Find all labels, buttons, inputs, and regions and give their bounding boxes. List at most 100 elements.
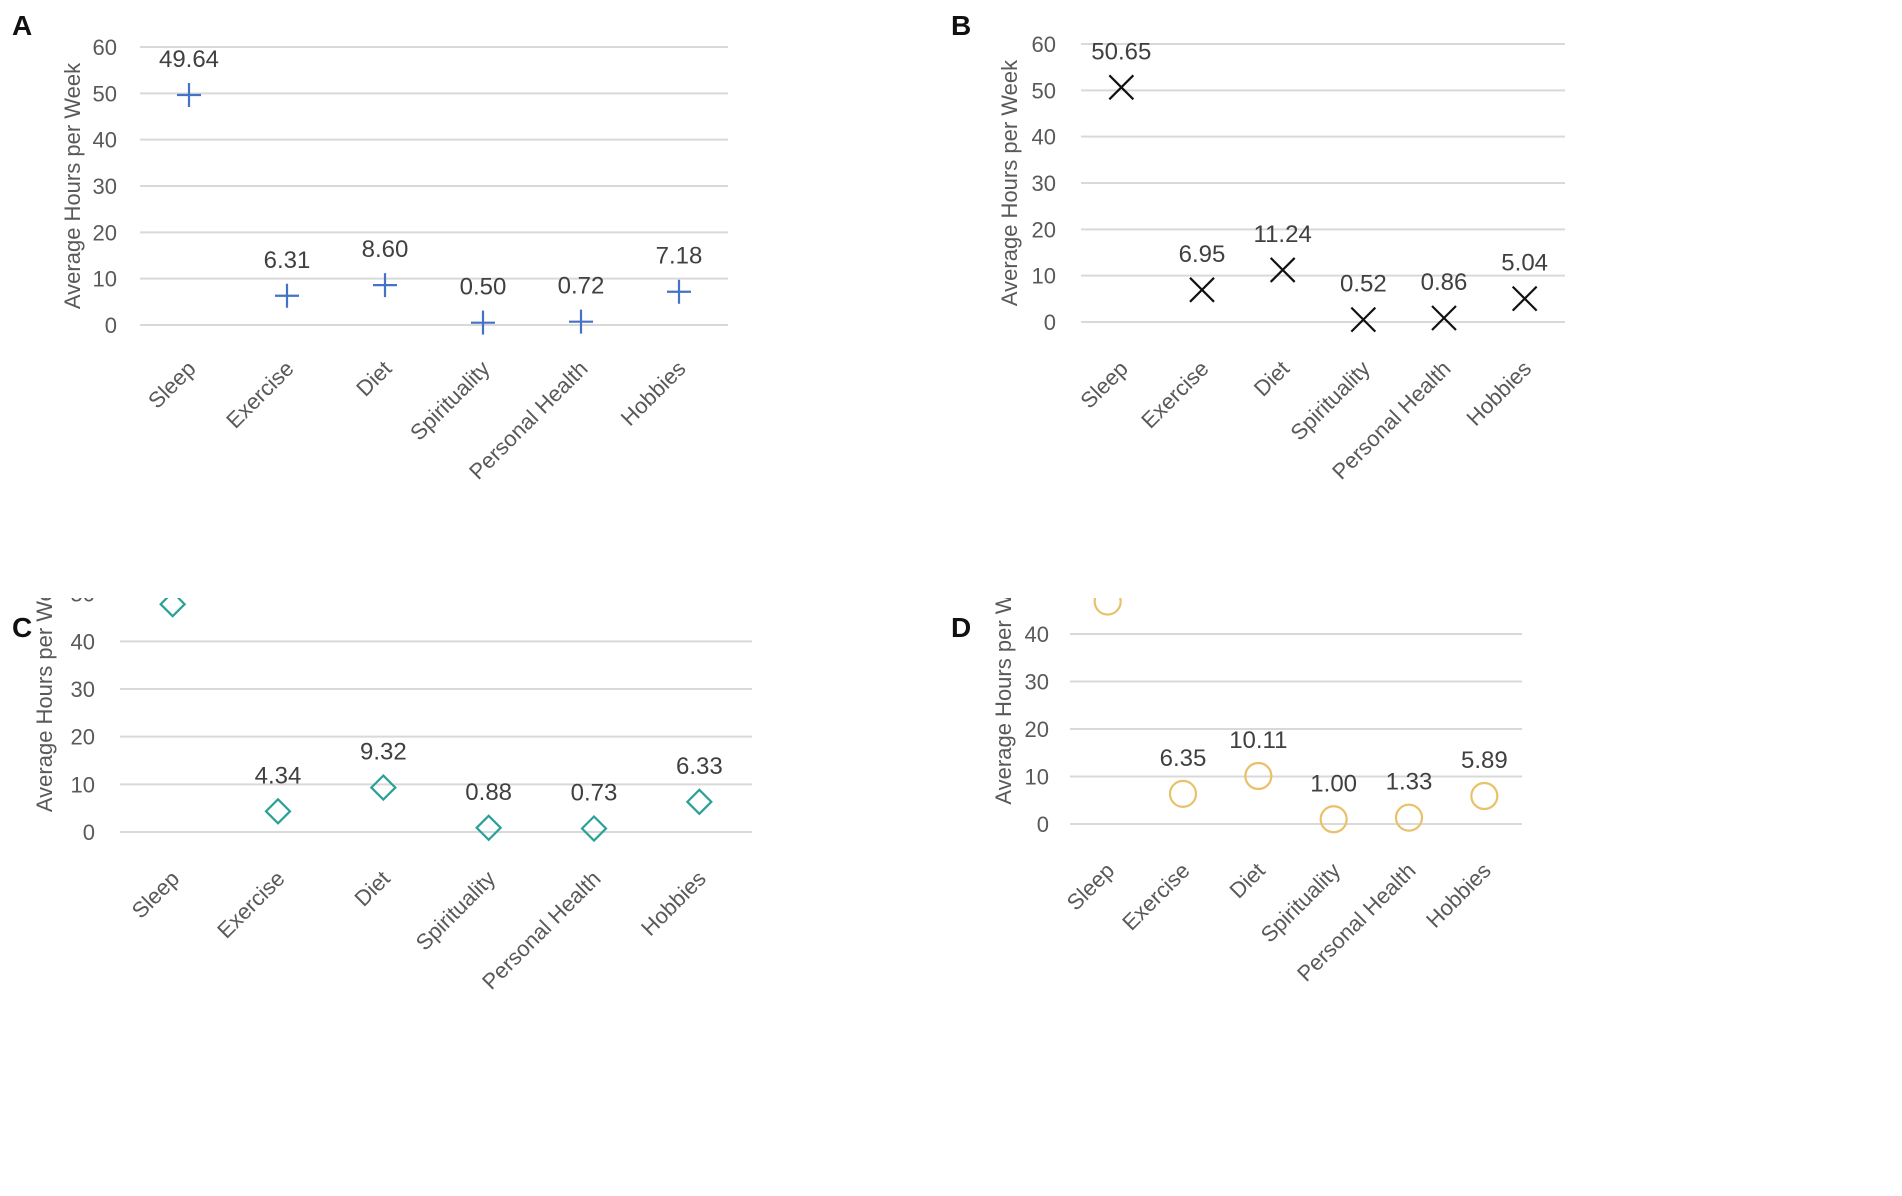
data-label: 5.04	[1501, 250, 1548, 277]
y-tick-label: 20	[1032, 217, 1056, 242]
data-point	[685, 788, 713, 816]
data-label: 0.52	[1340, 271, 1387, 298]
y-tick-label: 30	[1025, 670, 1049, 695]
y-axis-title: Average Hours per Week	[991, 598, 1016, 805]
data-point	[475, 814, 503, 842]
x-tick-label: Hobbies	[1421, 858, 1496, 933]
y-tick-label: 0	[1044, 310, 1056, 335]
panel-label: C	[12, 612, 33, 643]
data-point	[1189, 277, 1215, 303]
y-tick-label: 60	[93, 35, 117, 60]
y-tick-label: 0	[105, 313, 117, 338]
x-tick-label: Spirituality	[411, 866, 500, 955]
x-tick-label: Exercise	[212, 866, 289, 943]
data-label: 10.11	[1229, 727, 1287, 754]
data-label: 9.32	[360, 739, 407, 766]
y-tick-label: 60	[1032, 32, 1056, 57]
data-label: 0.86	[1421, 269, 1468, 296]
data-point	[580, 814, 608, 843]
data-point	[1319, 805, 1348, 834]
panel-label: D	[951, 612, 972, 643]
data-label: 6.95	[1179, 241, 1226, 268]
data-point	[369, 774, 397, 802]
y-tick-label: 30	[71, 677, 95, 702]
data-point	[373, 273, 397, 298]
data-point	[1093, 598, 1122, 616]
chart-panel-b: B 0 10 20 30 40 50 60 Average Hours per Week 50.…	[951, 0, 1902, 598]
x-tick-label: Diet	[351, 356, 396, 401]
data-point	[177, 83, 201, 108]
data-point	[1108, 74, 1135, 101]
data-point	[471, 310, 495, 335]
data-label: 5.89	[1461, 747, 1508, 774]
x-tick-label: Sleep	[1075, 356, 1132, 413]
x-tick-label: Sleep	[143, 356, 200, 413]
data-point	[159, 598, 187, 618]
y-tick-label: 40	[1025, 622, 1049, 647]
data-point	[275, 283, 299, 308]
data-label: 7.18	[656, 243, 703, 270]
y-tick-label: 20	[93, 220, 117, 245]
y-tick-label: 50	[1032, 78, 1056, 103]
x-tick-label: Hobbies	[1461, 356, 1536, 431]
data-point	[1350, 306, 1377, 333]
x-tick-label: Spirituality	[405, 356, 494, 445]
data-label: 6.31	[264, 247, 311, 274]
data-label: 0.72	[558, 273, 605, 300]
y-tick-label: 40	[1032, 125, 1056, 150]
y-axis-title: Average Hours per Week	[60, 62, 85, 309]
data-point	[1470, 781, 1499, 811]
y-tick-label: 20	[1025, 717, 1049, 742]
x-tick-label: Exercise	[1117, 858, 1194, 935]
data-point	[1511, 285, 1538, 312]
x-tick-label: Diet	[1249, 356, 1294, 401]
data-point	[1244, 761, 1273, 791]
y-tick-label: 0	[1037, 812, 1049, 837]
x-tick-label: Sleep	[127, 866, 184, 923]
data-label: 11.24	[1254, 221, 1312, 248]
data-point	[264, 797, 292, 825]
data-label: 6.35	[1160, 745, 1207, 772]
y-tick-label: 30	[93, 174, 117, 199]
x-tick-label: Exercise	[221, 356, 298, 433]
x-tick-label: Diet	[1225, 858, 1270, 903]
y-tick-label: 10	[1032, 264, 1056, 289]
y-tick-label: 50	[93, 81, 117, 106]
x-tick-label: Hobbies	[636, 866, 711, 941]
data-label: 50.65	[1091, 38, 1151, 65]
data-label: 1.33	[1386, 769, 1433, 796]
y-axis-title: Average Hours per Week	[32, 598, 57, 812]
panel-label: A	[12, 10, 33, 41]
y-tick-label: 30	[1032, 171, 1056, 196]
y-tick-label: 40	[71, 629, 95, 654]
chart-b: 0 10 20 30 40 50 60 Average Hours per Week 50.65…	[997, 32, 1565, 484]
panel-label: B	[951, 10, 972, 41]
data-label: 0.73	[571, 780, 618, 807]
y-tick-label: 50	[71, 598, 95, 607]
y-tick-label: 40	[93, 128, 117, 153]
data-label: 1.00	[1310, 770, 1357, 797]
data-point	[667, 279, 691, 304]
x-tick-label: Exercise	[1136, 356, 1213, 433]
y-axis-title: Average Hours per Week	[997, 59, 1022, 306]
y-tick-label: 20	[71, 725, 95, 750]
x-tick-label: Hobbies	[616, 356, 691, 431]
y-tick-label: 0	[83, 820, 95, 845]
data-label: 49.64	[159, 46, 219, 73]
chart-panel-a: A 0 10 20 30 40 50 60 Average Hours per Week 49.…	[0, 0, 951, 598]
data-label: 4.34	[255, 762, 302, 789]
data-label: 8.60	[362, 236, 409, 263]
data-label: 0.88	[465, 779, 512, 806]
chart-a: 0 10 20 30 40 50 60 Average Hours per Week 49.64…	[60, 35, 728, 484]
data-point	[1394, 803, 1424, 832]
y-tick-label: 10	[93, 267, 117, 292]
x-tick-label: Diet	[350, 866, 395, 911]
data-point	[1168, 779, 1198, 808]
y-tick-label: 10	[71, 772, 95, 797]
data-point	[569, 309, 593, 334]
y-tick-label: 10	[1025, 765, 1049, 790]
